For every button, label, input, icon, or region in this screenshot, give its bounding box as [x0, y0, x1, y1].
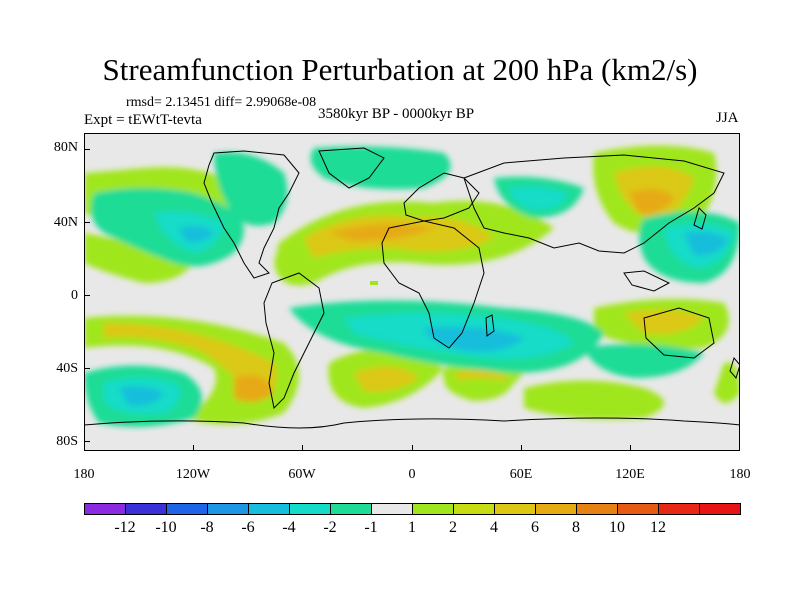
period-label: 3580kyr BP - 0000kyr BP	[318, 106, 475, 122]
coastline-australia	[643, 307, 715, 359]
colorbar-swatch	[207, 503, 249, 515]
field-contours	[84, 145, 740, 427]
y-tick-mark	[84, 222, 90, 223]
colorbar-label: 1	[408, 519, 416, 536]
negative-field-region	[119, 386, 164, 406]
colorbar-label: -8	[200, 519, 214, 536]
colorbar-swatch	[289, 503, 331, 515]
y-tick-label: 40S	[56, 361, 78, 376]
y-tick-label: 80N	[53, 140, 78, 155]
colorbar-label: 12	[650, 519, 666, 536]
positive-field-region	[624, 309, 704, 334]
negative-field-region	[584, 344, 704, 378]
positive-field-region	[714, 362, 740, 403]
colorbar-label: -2	[323, 519, 337, 536]
experiment-label: Expt = tEWtT-tevta	[84, 112, 202, 128]
positive-field-region	[329, 224, 434, 241]
negative-field-region	[509, 186, 569, 211]
map-plot-area	[84, 133, 740, 451]
colorbar-label: -4	[282, 519, 296, 536]
y-tick-mark	[84, 295, 90, 296]
colorbar-swatch	[412, 503, 454, 515]
coastline-asia	[463, 154, 725, 254]
coastline-new-zealand	[729, 356, 740, 380]
y-tick-label: 0	[71, 288, 78, 303]
colorbar-swatch	[494, 503, 536, 515]
colorbar-swatch	[535, 503, 577, 515]
x-tick-mark	[630, 445, 631, 451]
colorbar-label: -1	[364, 519, 378, 536]
positive-field-region	[629, 189, 674, 214]
y-tick-label: 80S	[56, 434, 78, 449]
stats-text: rmsd= 2.13451 diff= 2.99068e-08	[126, 95, 317, 110]
coastline-greenland	[318, 147, 385, 189]
x-tick-label: 0	[408, 467, 416, 482]
negative-field-region	[444, 378, 514, 401]
colorbar-label: -12	[114, 519, 136, 536]
x-tick-label: 120E	[615, 467, 645, 482]
colorbar-swatch	[166, 503, 208, 515]
coastline-africa	[381, 220, 485, 349]
coastline-antarctica	[84, 417, 740, 429]
coastline-north-america	[203, 150, 300, 279]
y-tick-mark	[84, 441, 90, 442]
coastline-japan	[693, 207, 707, 230]
colorbar-label: 2	[449, 519, 457, 536]
south-atlantic-island	[370, 281, 378, 285]
negative-field-region	[179, 226, 214, 242]
colorbar-swatch	[453, 503, 495, 515]
x-tick-mark	[521, 445, 522, 451]
colorbar-swatch	[699, 503, 741, 515]
coastline-europe	[403, 172, 480, 222]
x-tick-label: 180	[729, 467, 751, 482]
colorbar-swatch	[371, 503, 413, 515]
colorbar-label: -6	[241, 519, 255, 536]
negative-field-region	[424, 326, 524, 352]
coastlines	[84, 147, 740, 429]
colorbar-label: 6	[531, 519, 539, 536]
y-tick-mark	[84, 368, 90, 369]
negative-field-region	[310, 146, 451, 190]
colorbar-swatch	[330, 503, 372, 515]
x-tick-mark	[193, 445, 194, 451]
x-tick-mark	[302, 445, 303, 451]
colorbar-swatch	[617, 503, 659, 515]
colorbar-label: 4	[490, 519, 498, 536]
x-tick-label: 180	[73, 467, 95, 482]
colorbar-label: 8	[572, 519, 580, 536]
map-svg	[84, 145, 740, 429]
negative-field-region	[214, 152, 288, 226]
positive-field-region	[234, 375, 274, 402]
colorbar-label: -10	[155, 519, 177, 536]
colorbar-swatch	[248, 503, 290, 515]
positive-field-region	[354, 366, 419, 392]
colorbar-swatch	[576, 503, 618, 515]
y-tick-label: 40N	[53, 215, 78, 230]
positive-field-region	[524, 380, 664, 420]
x-tick-label: 60E	[509, 467, 533, 482]
y-tick-mark	[84, 149, 90, 150]
colorbar-label: 10	[609, 519, 625, 536]
plot-title: Streamfunction Perturbation at 200 hPa (…	[102, 52, 698, 87]
coastline-maritime-continent	[623, 270, 671, 292]
x-tick-label: 60W	[288, 467, 316, 482]
colorbar	[84, 503, 741, 515]
colorbar-swatch	[125, 503, 167, 515]
season-label: JJA	[716, 110, 739, 126]
colorbar-swatch	[658, 503, 700, 515]
x-tick-mark	[412, 445, 413, 451]
positive-field-region	[84, 233, 194, 283]
negative-field-region	[684, 231, 729, 256]
x-tick-label: 120W	[175, 467, 211, 482]
coastline-south-america	[263, 272, 325, 410]
coastline-madagascar	[485, 314, 495, 337]
colorbar-swatch	[84, 503, 126, 515]
